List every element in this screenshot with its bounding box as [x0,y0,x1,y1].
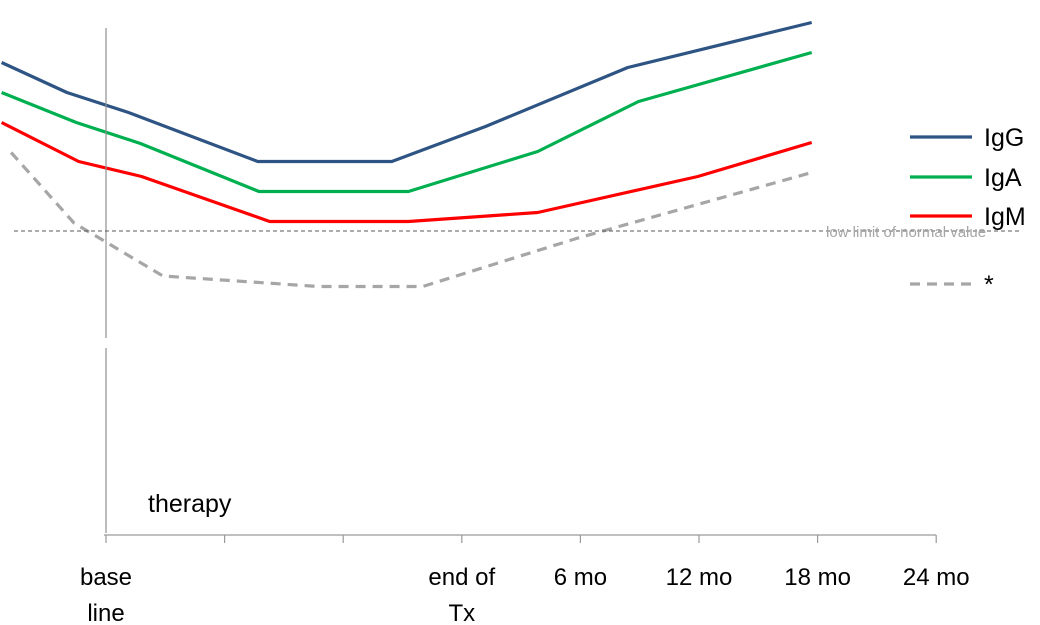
plot-area [0,20,813,289]
low-limit-label: low limit of normal value [826,224,986,241]
x-tick-label-7-0: 24 mo [903,564,970,591]
axes: therapy [104,28,936,536]
therapy-label: therapy [148,490,232,518]
legend-label-igg: IgG [984,124,1024,152]
legend: IgG IgA IgM * [910,124,1026,299]
x-tick-label-0-1: line [87,600,124,625]
x-tick-label-3-1: Tx [448,600,475,625]
x-tick-label-4-0: 6 mo [554,564,607,591]
legend-label-igm: IgM [984,203,1026,231]
series-line-igm [0,121,813,224]
x-tick-label-3-0: end of [428,564,495,591]
series-line-igg [0,20,813,164]
series-line-iga [1,50,813,194]
x-tick-label-0-0: base [80,564,132,591]
x-tick-label-6-0: 18 mo [784,564,851,591]
series-line-asterisk [9,151,813,289]
legend-label-iga: IgA [984,164,1022,192]
legend-label-asterisk: * [984,271,994,299]
x-tick-label-5-0: 12 mo [666,564,733,591]
x-ticks: base line end of Tx 6 mo 12 mo 18 mo 24 mo [80,535,970,625]
reference-line-group: low limit of normal value [14,224,1022,241]
